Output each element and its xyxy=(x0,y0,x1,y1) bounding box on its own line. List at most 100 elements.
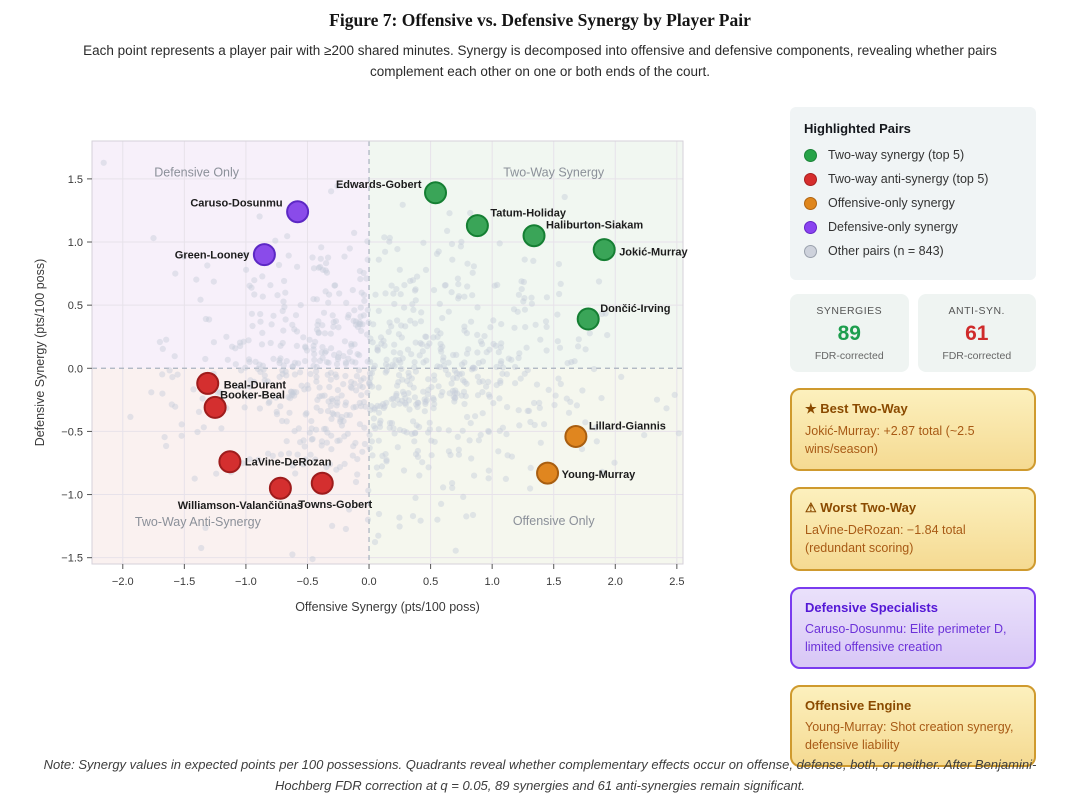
pair-label-green-looney: Green-Looney xyxy=(175,250,250,262)
pair-point-booker-beal xyxy=(203,395,227,419)
legend-item-label: Two-way anti-synergy (top 5) xyxy=(828,172,989,186)
y-axis-title: Defensive Synergy (pts/100 poss) xyxy=(33,259,47,447)
pair-point-beal-durant xyxy=(196,371,220,395)
stat-label: ANTI-SYN. xyxy=(948,305,1005,317)
pair-label-young-murray: Young-Murray xyxy=(562,469,637,481)
callout-body: Young-Murray: Shot creation synergy, def… xyxy=(805,719,1014,752)
stats-row: SYNERGIES 89 FDR-corrected ANTI-SYN. 61 FDR-c… xyxy=(790,294,1036,372)
x-tick-label: 2.5 xyxy=(669,576,684,588)
pair-point-joki-murray xyxy=(592,238,616,262)
star-icon: ★ xyxy=(805,401,821,416)
y-tick-label: −1.5 xyxy=(61,553,83,565)
callout-title: ★ Best Two-Way xyxy=(805,401,908,416)
legend-item: Two-way synergy (top 5) xyxy=(804,148,1022,162)
stat-value: 89 xyxy=(837,322,861,345)
pair-point-tatum-holiday xyxy=(465,214,489,238)
y-tick-label: −0.5 xyxy=(61,426,83,438)
callout-best-two-way: ★ Best Two-Way Jokić-Murray: +2.87 total … xyxy=(790,388,1036,472)
figure-title: Figure 7: Offensive vs. Defensive Synerg… xyxy=(329,10,751,30)
pair-label-edwards-gobert: Edwards-Gobert xyxy=(336,179,422,191)
legend-dot-icon xyxy=(804,244,817,258)
legend-dot-icon xyxy=(804,148,817,162)
callout-title: ⚠ Worst Two-Way xyxy=(805,500,917,516)
x-tick-label: 0.5 xyxy=(423,576,438,588)
pair-label-lavine-derozan: LaVine-DeRozan xyxy=(245,457,332,469)
y-tick-label: −1.0 xyxy=(61,490,83,502)
x-tick-label: −2.0 xyxy=(112,576,134,588)
legend-item-label: Offensive-only synergy xyxy=(828,196,955,210)
callout-boxes: ★ Best Two-Way Jokić-Murray: +2.87 total … xyxy=(790,388,1036,767)
pair-label-lillard-giannis: Lillard-Giannis xyxy=(589,420,666,432)
callout-defensive-specialists: Defensive Specialists Caruso-Dosunmu: Eli… xyxy=(790,586,1036,669)
pair-label-joki-murray: Jokić-Murray xyxy=(619,247,688,259)
plot-border xyxy=(91,140,684,565)
callout-body: Caruso-Dosunmu: Elite perimeter D, limit… xyxy=(805,621,1007,654)
stat-value: 61 xyxy=(965,322,989,345)
pair-point-lavine-derozan xyxy=(218,450,242,474)
pair-label-tatum-holiday: Tatum-Holiday xyxy=(490,208,566,220)
stat-card-synergies: SYNERGIES 89 FDR-corrected xyxy=(790,294,909,372)
stat-subtext: FDR-corrected xyxy=(942,350,1012,362)
callout-title: Offensive Engine xyxy=(805,697,912,713)
quadrant-label-defensive-only: Defensive Only xyxy=(154,165,240,179)
legend-item: Two-way anti-synergy (top 5) xyxy=(804,172,1022,186)
y-tick-label: 1.5 xyxy=(68,174,83,186)
legend-item: Offensive-only synergy xyxy=(804,196,1022,210)
legend-dot-icon xyxy=(804,196,817,210)
callout-title: Defensive Specialists xyxy=(805,599,938,615)
pair-point-young-murray xyxy=(536,461,560,485)
callout-offensive-engine: Offensive Engine Young-Murray: Shot creat… xyxy=(790,684,1036,767)
right-panel: Highlighted Pairs Two-way synergy (top 5… xyxy=(790,107,1036,767)
warning-icon: ⚠ xyxy=(805,500,821,516)
quadrant-label-two-way-synergy: Two-Way Synergy xyxy=(503,165,605,179)
pair-point-williamson-valan-i-nas xyxy=(268,476,292,500)
pair-point-edwards-gobert xyxy=(424,181,448,205)
legend-dot-icon xyxy=(804,220,817,234)
stat-card-anti-syn-: ANTI-SYN. 61 FDR-corrected xyxy=(917,294,1036,372)
footnote: Note: Synergy values in expected points … xyxy=(43,757,1037,793)
callout-body: LaVine-DeRozan: −1.84 total (redundant s… xyxy=(805,523,966,556)
pair-point-don-i-irving xyxy=(576,307,600,331)
legend-item-label: Defensive-only synergy xyxy=(828,220,958,234)
callout-worst-two-way: ⚠ Worst Two-Way LaVine-DeRozan: −1.84 tot… xyxy=(790,487,1036,571)
pair-label-beal-durant: Beal-Durant xyxy=(224,379,287,391)
figure-subtitle: Each point represents a player pair with… xyxy=(83,43,997,79)
pair-label-booker-beal: Booker-Beal xyxy=(220,389,285,401)
legend-card: Highlighted Pairs Two-way synergy (top 5… xyxy=(790,107,1036,280)
callout-body: Jokić-Murray: +2.87 total (~2.5 wins/sea… xyxy=(805,424,975,457)
legend-item: Other pairs (n = 843) xyxy=(804,244,1022,258)
x-tick-label: 1.0 xyxy=(485,576,500,588)
pair-point-haliburton-siakam xyxy=(522,224,546,248)
legend-item: Defensive-only synergy xyxy=(804,220,1022,234)
pair-point-green-looney xyxy=(252,243,276,267)
legend-items: Two-way synergy (top 5) Two-way anti-syne… xyxy=(804,148,1022,258)
pair-label-towns-gobert: Towns-Gobert xyxy=(298,499,372,511)
pair-point-caruso-dosunmu xyxy=(286,200,310,224)
x-tick-label: 0.0 xyxy=(361,576,376,588)
stat-label: SYNERGIES xyxy=(816,305,883,317)
legend-item-label: Two-way synergy (top 5) xyxy=(828,148,965,162)
legend-title: Highlighted Pairs xyxy=(804,121,911,136)
x-tick-label: −1.5 xyxy=(173,576,195,588)
pair-point-lillard-giannis xyxy=(564,424,588,448)
x-tick-label: −0.5 xyxy=(297,576,319,588)
legend-dot-icon xyxy=(804,172,817,186)
synergy-scatter-chart: Defensive Only Two-Way Synergy Two-Way Ant… xyxy=(33,140,689,614)
pair-label-haliburton-siakam: Haliburton-Siakam xyxy=(546,220,643,232)
y-tick-label: 0.0 xyxy=(68,363,83,375)
x-tick-label: −1.0 xyxy=(235,576,257,588)
x-axis-title: Offensive Synergy (pts/100 poss) xyxy=(295,600,480,614)
quadrant-label-two-way-anti-synergy: Two-Way Anti-Synergy xyxy=(135,515,262,529)
quadrant-offensive-only xyxy=(369,368,683,564)
scatter-chart-area: Defensive Only Two-Way Synergy Two-Way Ant… xyxy=(30,133,690,633)
quadrant-label-offensive-only: Offensive Only xyxy=(513,514,596,528)
y-tick-label: 0.5 xyxy=(68,300,83,312)
x-tick-label: 1.5 xyxy=(546,576,561,588)
x-tick-label: 2.0 xyxy=(608,576,623,588)
other-pairs-dots xyxy=(100,159,682,563)
pair-point-towns-gobert xyxy=(310,471,334,495)
pair-label-williamson-valan-i-nas: Williamson-Valančiūnas xyxy=(178,500,303,512)
legend-item-label: Other pairs (n = 843) xyxy=(828,244,944,258)
stat-subtext: FDR-corrected xyxy=(814,350,884,362)
